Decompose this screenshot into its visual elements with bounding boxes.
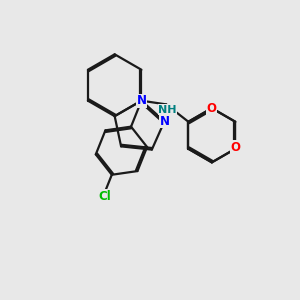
Text: Cl: Cl	[98, 190, 111, 202]
Text: N: N	[159, 115, 170, 128]
Text: NH: NH	[158, 105, 177, 115]
Text: O: O	[207, 102, 217, 115]
Text: N: N	[136, 94, 146, 107]
Text: O: O	[230, 141, 240, 154]
